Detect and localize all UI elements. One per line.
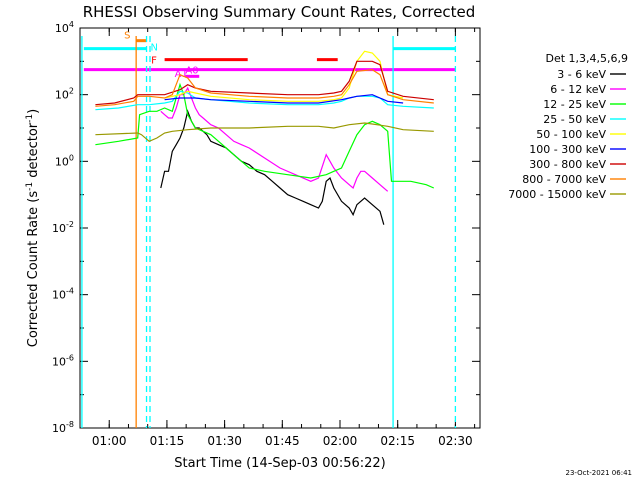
plot-frame [79, 27, 481, 429]
legend-label: 800 - 7000 keV [522, 173, 606, 186]
footer-date: 23-Oct-2021 06:41 [566, 469, 632, 477]
legend-label: 3 - 6 keV [557, 68, 606, 81]
y-axis-ticks: 10-8 10-6 10-4 10-2 100 102 104 [52, 20, 480, 435]
x-axis-ticks: 01:00 01:15 01:30 01:45 02:00 02:15 02:30 [92, 28, 476, 448]
series-line [95, 69, 434, 107]
y-tick-label: 102 [55, 87, 74, 102]
x-tick-label: 01:00 [92, 434, 127, 448]
series-line [95, 60, 434, 106]
series-line [164, 94, 404, 104]
series-line [160, 86, 389, 192]
series-line [164, 50, 404, 102]
annotation-label: A1 [175, 69, 188, 80]
x-tick-label: 02:30 [438, 434, 473, 448]
x-tick-label: 01:15 [150, 434, 185, 448]
x-tick-label: 01:45 [265, 434, 300, 448]
y-tick-label: 100 [55, 153, 74, 168]
series-line [95, 122, 434, 142]
y-axis-label: Corrected Count Rate (s-1 detector-1) [25, 109, 41, 347]
legend-label: 7000 - 15000 keV [508, 188, 606, 201]
legend-title: Det 1,3,4,5,6,9 [545, 52, 628, 65]
y-tick-label: 10-6 [52, 353, 74, 368]
x-axis-label: Start Time (14-Sep-03 00:56:22) [174, 456, 385, 471]
x-tick-label: 01:30 [207, 434, 242, 448]
legend-label: 300 - 800 keV [529, 158, 606, 171]
legend-label: 25 - 50 keV [543, 113, 606, 126]
x-tick-label: 02:15 [380, 434, 415, 448]
legend-label: 100 - 300 keV [529, 143, 606, 156]
y-tick-label: 10-8 [52, 420, 74, 435]
annotation-label: S [124, 31, 130, 42]
legend-label: 12 - 25 keV [543, 98, 606, 111]
series-line [95, 82, 435, 189]
annotation-label: N [151, 43, 158, 54]
chart-title: RHESSI Observing Summary Count Rates, Co… [83, 3, 476, 21]
annotation-label: A0 [185, 66, 198, 77]
y-tick-label: 104 [55, 20, 74, 35]
legend: 3 - 6 keV 6 - 12 keV 12 - 25 keV 25 - 50 ke… [508, 68, 626, 201]
series-line [160, 109, 385, 225]
x-tick-label: 02:00 [323, 434, 358, 448]
y-tick-label: 10-4 [52, 287, 74, 302]
annotation-label: F [151, 56, 157, 67]
series-line [95, 90, 434, 111]
series-lines [95, 50, 435, 225]
y-tick-label: 10-2 [52, 220, 74, 235]
legend-label: 6 - 12 keV [550, 83, 606, 96]
legend-label: 50 - 100 keV [536, 128, 606, 141]
